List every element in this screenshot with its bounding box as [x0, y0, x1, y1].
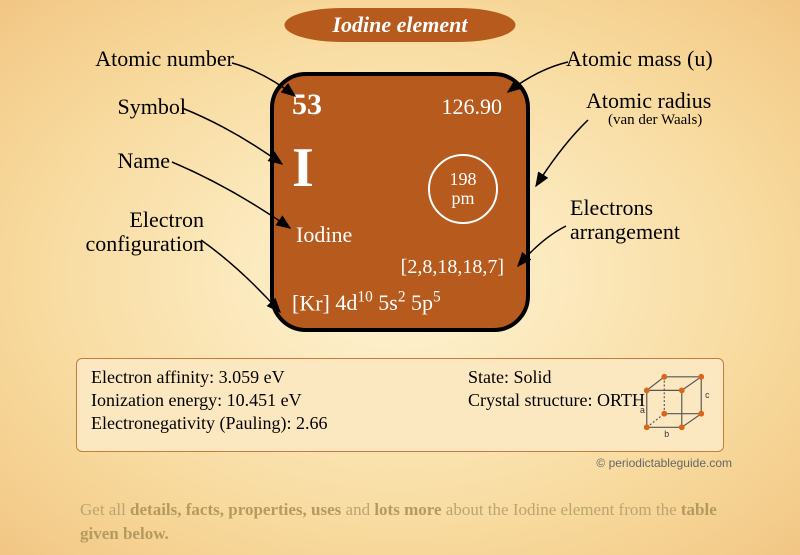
- econfig-d-base: 4d: [335, 290, 357, 315]
- label-electron-configuration: Electron configuration: [52, 208, 204, 256]
- electron-configuration-value: [Kr] 4d10 5s2 5p5: [292, 289, 441, 316]
- electrons-arrangement-value: [2,8,18,18,7]: [401, 256, 504, 279]
- electronegativity-label: Electronegativity (Pauling):: [91, 413, 291, 433]
- state-value: Solid: [513, 367, 551, 387]
- atomic-number-value: 53: [292, 88, 322, 122]
- label-atomic-radius: Atomic radius: [586, 88, 711, 114]
- title-banner: Iodine element: [284, 8, 515, 42]
- electron-affinity-label: Electron affinity:: [91, 367, 214, 387]
- footer-suffix: about the Iodine element from the: [442, 500, 681, 519]
- label-atomic-mass: Atomic mass (u): [566, 46, 713, 72]
- crystal-axis-c: c: [705, 390, 710, 400]
- crystal-axis-b: b: [664, 429, 669, 439]
- element-symbol: I: [292, 136, 314, 200]
- copyright-text: © periodictableguide.com: [596, 456, 732, 470]
- electronegativity-value: 2.66: [296, 413, 328, 433]
- footer-text: Get all details, facts, properties, uses…: [80, 498, 720, 546]
- element-name: Iodine: [296, 222, 352, 248]
- footer-mid: and: [341, 500, 374, 519]
- crystal-axis-a: a: [640, 405, 645, 415]
- econfig-core: [Kr]: [292, 290, 330, 315]
- ionization-label: Ionization energy:: [91, 390, 222, 410]
- footer-prefix: Get all: [80, 500, 130, 519]
- footer-b2: lots more: [374, 500, 441, 519]
- econfig-p-base: 5p: [411, 290, 433, 315]
- atomic-mass-value: 126.90: [442, 94, 503, 120]
- properties-box: Electron affinity: 3.059 eV Ionization e…: [76, 358, 724, 452]
- econfig-s-sup: 2: [398, 289, 406, 306]
- label-electrons-arrangement: Electrons arrangement: [570, 196, 680, 244]
- state-label: State:: [468, 367, 509, 387]
- atomic-radius-circle: 198 pm: [428, 154, 498, 224]
- econfig-p-sup: 5: [433, 289, 441, 306]
- econfig-d-sup: 10: [357, 289, 372, 306]
- econfig-s-base: 5s: [378, 290, 398, 315]
- label-name: Name: [110, 148, 170, 174]
- crystal-structure-icon: a b c: [635, 369, 713, 439]
- electron-affinity-value: 3.059 eV: [219, 367, 285, 387]
- label-atomic-number: Atomic number: [74, 46, 234, 72]
- footer-b1: details, facts, properties, uses: [130, 500, 341, 519]
- element-tile: 53 126.90 I 198 pm Iodine [2,8,18,18,7] …: [270, 72, 530, 332]
- label-atomic-radius-sub: (van der Waals): [608, 112, 702, 129]
- ionization-value: 10.451 eV: [227, 390, 302, 410]
- radius-value: 198: [450, 170, 477, 189]
- label-symbol: Symbol: [106, 94, 186, 120]
- radius-unit: pm: [451, 189, 474, 208]
- crystal-label: Crystal structure:: [468, 390, 592, 410]
